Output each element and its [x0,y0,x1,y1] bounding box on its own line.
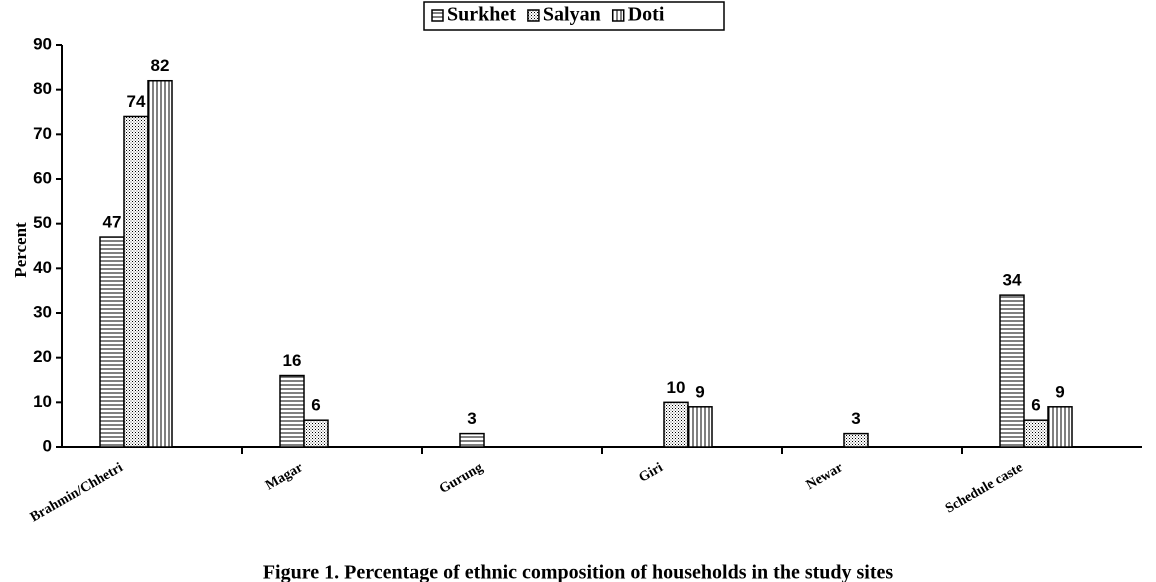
x-tick-label: Giri [637,460,666,485]
y-tick-label: 60 [33,168,52,187]
y-tick-label: 30 [33,302,52,321]
bar [843,432,869,448]
value-label: 16 [283,351,302,370]
x-tick-label: Newar [804,460,846,493]
legend-label: Salyan [543,4,601,26]
bar [1047,406,1073,448]
y-tick-label: 50 [33,213,52,232]
legend-swatch [431,9,444,22]
value-label: 9 [695,382,704,401]
bar [99,236,125,448]
y-tick-label: 90 [33,34,52,53]
legend-swatch [527,9,540,22]
value-label: 74 [127,92,146,111]
bar [123,115,149,448]
bar [687,406,713,448]
y-tick-label: 70 [33,124,52,143]
value-label: 10 [667,378,686,397]
bar [147,79,173,448]
bar [663,401,689,448]
legend-label: Doti [628,4,665,26]
bar [459,432,485,448]
y-tick-label: 40 [33,258,52,277]
x-tick-label: Schedule caste [943,460,1026,516]
y-tick-label: 20 [33,347,52,366]
bar [303,419,329,448]
bar [279,374,305,448]
legend-label: Surkhet [447,4,516,26]
legend-box [423,1,725,31]
bar [1023,419,1049,448]
y-tick-label: 80 [33,79,52,98]
value-label: 6 [1031,396,1040,415]
legend-swatch [611,9,625,22]
x-tick-label: Gurung [437,460,486,497]
chart-title: Figure 1. Percentage of ethnic compositi… [263,562,894,582]
y-tick-label: 10 [33,392,52,411]
x-tick-label: Magar [263,460,306,493]
y-axis-label: Percent [11,222,30,278]
value-label: 3 [851,409,860,428]
y-tick-label: 0 [43,436,52,455]
value-label: 3 [467,409,476,428]
value-label: 47 [103,213,122,232]
bar [999,294,1025,448]
x-tick-label: Brahmin/Chhetri [28,460,126,525]
value-label: 82 [151,56,170,75]
value-label: 34 [1003,271,1022,290]
value-label: 9 [1055,382,1064,401]
value-label: 6 [311,396,320,415]
